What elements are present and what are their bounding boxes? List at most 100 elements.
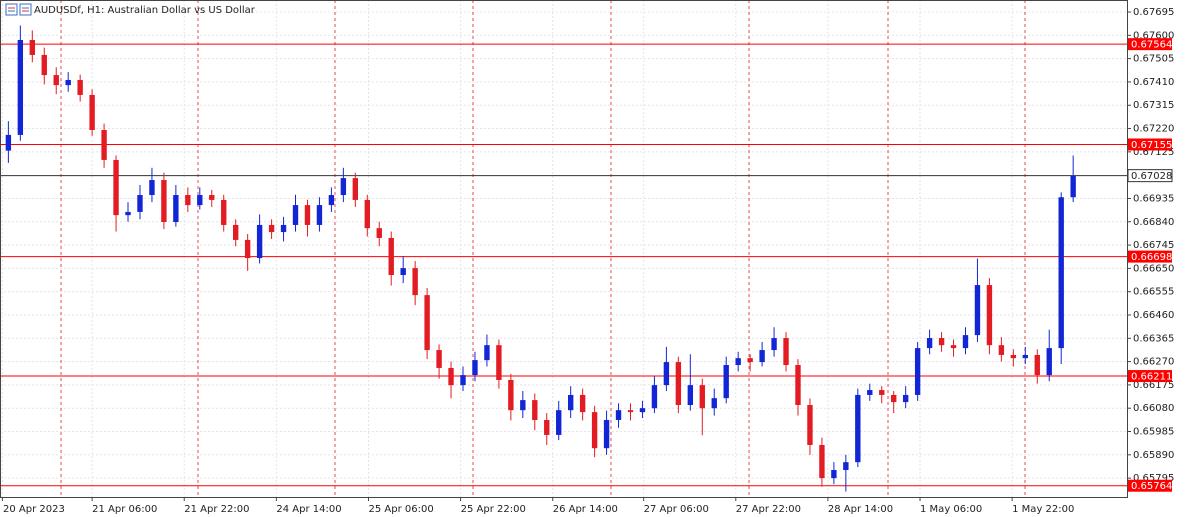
x-tick-label: 20 Apr 2023 [3,504,65,515]
candle-body [29,39,35,55]
candle-body [328,195,335,206]
candle-body [902,394,909,403]
candle-body [185,195,191,206]
y-tick-label: 0.66745 [1133,240,1174,251]
candle-body [101,130,107,160]
y-tick-label: 0.65795 [1133,473,1174,484]
axes: 0.67695 0.67600 0.67505 0.67410 0.67315 0.672… [1,7,1174,515]
level-box [1128,38,1172,51]
candle-body [843,462,849,471]
candle-body [639,408,646,413]
level-box [1128,479,1172,492]
candle-body [77,79,83,95]
candle-body [53,75,59,86]
candle-body [364,199,370,229]
candle-body [556,410,562,435]
level-label: 0.66211 [1131,372,1172,383]
candle-body [161,180,167,223]
x-tick-label: 26 Apr 14:00 [553,504,618,515]
candle-body [663,362,670,386]
candle-body [496,345,502,380]
candle-body [436,350,442,368]
x-tick-label: 21 Apr 22:00 [184,504,249,515]
candle-body [615,410,622,420]
icon-box [19,3,32,16]
candle-body [603,419,610,449]
x-tick-label: 1 May 06:00 [920,504,982,515]
candle-body [795,365,801,406]
candle-body [173,195,179,223]
candle-body [1058,197,1064,349]
x-tick-label: 24 Apr 14:00 [276,504,341,515]
candle-body [914,348,921,395]
candle-body [292,205,299,225]
candle-body [867,390,873,395]
candle-body [41,54,47,76]
candle-body [783,338,789,366]
symbol-icon [5,3,32,16]
level-box [1128,138,1172,151]
level-box [1128,370,1172,383]
candle-body [65,79,71,86]
candle-body [687,385,694,406]
candle-body [388,237,394,275]
candle-body [532,400,538,420]
candle-body [209,195,215,200]
y-tick-label: 0.66555 [1133,287,1174,298]
candle-body [520,400,526,411]
candle-body [17,39,24,135]
candle-body [484,345,490,361]
candle-body [232,224,239,240]
candle-body [304,205,311,225]
y-tick-label: 0.66365 [1133,333,1174,344]
candle-body [89,94,95,131]
candle-body [998,345,1005,355]
candle-body [855,394,861,463]
candle-body [807,405,813,445]
icon-box [5,3,18,16]
x-tick-label: 21 Apr 06:00 [92,504,157,515]
candle-body [412,268,418,296]
candle-body [950,345,957,349]
candle-body [891,394,897,403]
price-label: 0.67028 [1131,171,1172,182]
candle-body [316,205,323,225]
candle-body [962,335,969,349]
level-box [1128,250,1172,263]
candle-body [1046,348,1052,376]
candle-body [424,295,430,351]
candle-body [735,358,741,366]
y-tick-label: 0.67695 [1133,7,1174,18]
candle-body [1010,354,1017,359]
candle-body [125,211,131,216]
price-box [1127,169,1173,183]
candle-body [759,350,765,363]
candle-body [5,134,12,151]
candle-body [1022,354,1028,359]
x-tick-label: 25 Apr 22:00 [461,504,526,515]
candle-body [268,224,275,233]
level-label: 0.67155 [1131,140,1172,151]
x-tick-label: 27 Apr 06:00 [644,504,709,515]
candle-body [819,444,825,479]
candle-body [926,338,933,349]
candle-body [221,199,227,225]
y-tick-label: 0.67125 [1133,147,1174,158]
levels [0,43,1127,487]
level-label: 0.67564 [1131,40,1172,51]
x-tick-label: 28 Apr 14:00 [828,504,893,515]
candle-body [675,362,682,406]
candle-body [938,338,945,346]
candle-body [627,410,634,413]
candle-body [699,385,705,409]
candle-body [747,358,753,363]
candle-body [879,390,885,395]
y-tick-label: 0.66270 [1133,357,1174,368]
candle-body [544,419,550,435]
candle-body [400,268,406,275]
y-tick-label: 0.66080 [1133,403,1174,414]
candle-body [1070,175,1076,198]
candle-body [831,470,837,479]
level-label: 0.65764 [1131,481,1172,492]
